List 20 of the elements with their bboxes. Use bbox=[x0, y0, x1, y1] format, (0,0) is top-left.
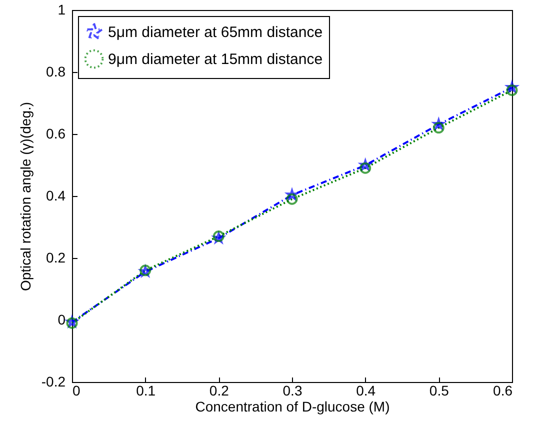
y-tick-label: 0.4 bbox=[46, 188, 66, 204]
y-tick-label: 0.2 bbox=[46, 250, 66, 266]
point bbox=[286, 193, 298, 205]
x-tick-label: 0.3 bbox=[282, 382, 302, 398]
x-tick-label: 0.6 bbox=[493, 382, 513, 398]
point bbox=[506, 84, 518, 96]
y-tick-label: 0 bbox=[58, 312, 66, 328]
legend-label: 5μm diameter at 65mm distance bbox=[108, 24, 323, 41]
x-tick-label: 0.1 bbox=[136, 382, 156, 398]
legend-label: 9μm diameter at 15mm distance bbox=[108, 51, 323, 68]
x-tick-label: 0.5 bbox=[429, 382, 450, 398]
x-tick-label: 0.4 bbox=[356, 382, 376, 398]
y-tick-label: -0.2 bbox=[41, 374, 66, 390]
x-axis-title: Concentration of D-glucose (M) bbox=[195, 398, 390, 414]
y-tick-label: 1 bbox=[58, 2, 66, 18]
y-tick-label: 0.8 bbox=[46, 64, 66, 80]
x-tick-label: 0 bbox=[72, 382, 80, 398]
x-tick-label: 0.2 bbox=[209, 382, 230, 398]
y-axis-title: Optical rotation angle (γ)(deg.) bbox=[17, 102, 34, 292]
y-tick-label: 0.6 bbox=[46, 126, 66, 142]
